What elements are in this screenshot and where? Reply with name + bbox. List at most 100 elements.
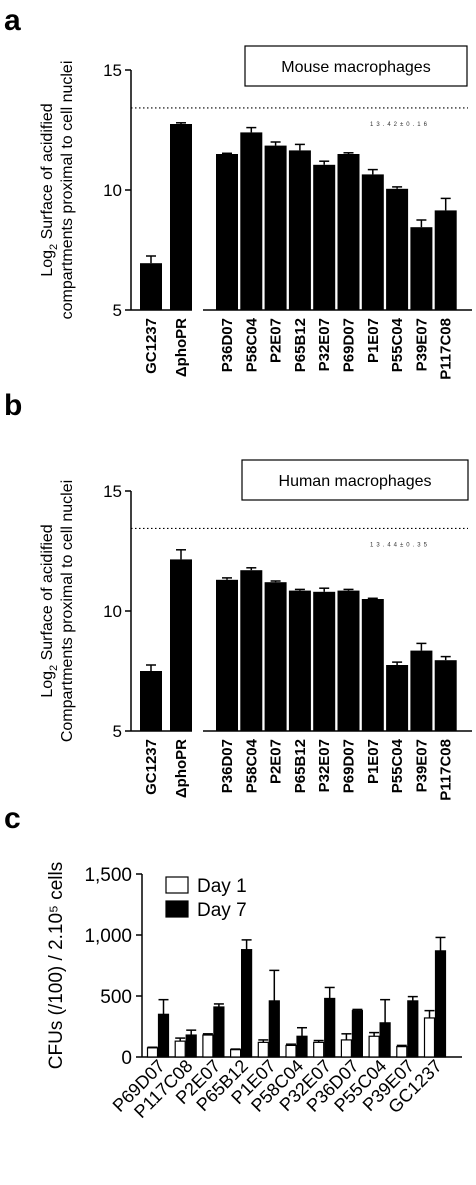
y-tick-label: 10	[103, 181, 122, 200]
bar	[202, 1034, 214, 1058]
x-tick-label: P1E07	[365, 318, 382, 363]
y-tick-label: 500	[100, 987, 132, 1008]
bar	[288, 150, 311, 310]
bar	[140, 263, 162, 310]
bar	[170, 559, 192, 731]
y-axis-label-line2: compartments proximal to cell nuclei	[59, 61, 76, 320]
bar	[407, 1000, 419, 1058]
x-tick-label: P36D07	[219, 739, 236, 793]
bar	[170, 124, 192, 310]
x-tick-label: P69D07	[341, 739, 358, 793]
x-tick-label: GC1237	[143, 739, 160, 795]
y-tick-label: 15	[103, 482, 122, 501]
x-tick-label: P117C08	[438, 318, 455, 380]
panel-letter: b	[4, 389, 22, 422]
x-tick-label: P55C04	[389, 738, 406, 793]
y-tick-label: 5	[113, 722, 122, 741]
reference-note: 13.44±0.35	[370, 542, 430, 548]
bar	[351, 1010, 363, 1058]
legend-swatch	[165, 876, 189, 894]
y-axis-label: CFUs (/100) / 2.10⁵ cells	[46, 862, 67, 1069]
bar	[434, 950, 447, 1058]
bar	[216, 154, 238, 310]
bar	[324, 997, 336, 1058]
x-tick-label: P65B12	[292, 318, 309, 372]
bar	[268, 1000, 280, 1058]
bar	[313, 591, 336, 731]
x-tick-label: P2E07	[268, 739, 285, 784]
bar	[340, 1039, 352, 1058]
x-tick-label: P55C04	[389, 317, 406, 372]
legend-swatch	[165, 900, 189, 918]
x-tick-label: P58C04	[243, 317, 260, 372]
y-axis-label-line1: Log	[39, 671, 56, 698]
y-axis-label-subscript: 2	[48, 244, 60, 250]
panel-c: c CFUs (/100) / 2.10⁵ cells 0 500 1,000 1,500…	[4, 802, 462, 1122]
panel-letter: a	[4, 4, 21, 37]
bar	[361, 174, 384, 310]
x-tick-label: P69D07	[341, 318, 358, 372]
bar	[396, 1046, 408, 1058]
label-box	[244, 45, 468, 87]
x-tick-label: P2E07	[268, 318, 285, 363]
panel-b: b Log2 Surface of acidified Compartments p…	[4, 389, 472, 801]
x-tick-label: GC1237	[143, 318, 160, 374]
y-axis-label-line1-rest: Surface of acidified	[39, 524, 56, 665]
x-tick-label: P36D07	[219, 318, 236, 372]
bar	[140, 671, 162, 731]
bar	[174, 1040, 186, 1058]
x-tick-label: P39E07	[413, 318, 430, 371]
bar	[288, 590, 311, 731]
y-tick-label: 15	[103, 61, 122, 80]
bar	[213, 1006, 225, 1058]
reference-note: 13.42±0.16	[370, 122, 430, 128]
bar	[361, 599, 384, 731]
x-tick-label: P117C08	[438, 739, 455, 801]
y-axis-label-line1: Log	[39, 250, 56, 277]
y-axis-label-subscript: 2	[48, 665, 60, 671]
bar	[264, 582, 287, 731]
x-tick-label: ΔphoPR	[173, 739, 190, 798]
x-tick-label: P32E07	[316, 739, 333, 792]
bar	[264, 145, 287, 310]
bar	[368, 1035, 380, 1058]
bar	[185, 1034, 197, 1058]
bar	[434, 210, 457, 310]
bar	[337, 154, 360, 310]
bar	[216, 579, 238, 731]
y-tick-label: 5	[113, 301, 122, 320]
bar	[313, 164, 336, 310]
y-axis-label: Log2 Surface of acidified Compartments pr…	[39, 480, 76, 742]
y-axis-label: Log2 Surface of acidified compartments pr…	[39, 61, 76, 320]
panel-a: a Log2 Surface of acidified compartments p…	[4, 4, 472, 380]
bar	[146, 1047, 159, 1058]
y-tick-label: 1,500	[84, 865, 132, 886]
label-box-text: Mouse macrophages	[281, 59, 430, 76]
bar	[337, 590, 360, 731]
bar	[240, 132, 263, 310]
bar	[285, 1044, 297, 1058]
x-tick-label: ΔphoPR	[173, 318, 190, 377]
label-box	[241, 459, 469, 501]
bar	[410, 227, 433, 310]
bar	[434, 660, 457, 731]
y-axis-label-line2: Compartments proximal to cell nuclei	[59, 480, 76, 742]
bar	[410, 650, 433, 731]
legend-label: Day 7	[197, 900, 247, 921]
bar	[386, 665, 409, 731]
bar	[257, 1041, 269, 1058]
bar	[386, 188, 409, 310]
y-tick-label: 0	[121, 1048, 132, 1069]
x-tick-label: P58C04	[243, 738, 260, 793]
panel-letter: c	[4, 802, 21, 835]
x-tick-label: P65B12	[292, 739, 309, 793]
bar	[240, 570, 263, 731]
label-box-text: Human macrophages	[279, 473, 432, 490]
bar	[230, 1049, 242, 1058]
y-tick-label: 1,000	[84, 926, 132, 947]
bar	[157, 1013, 170, 1058]
y-tick-label: 10	[103, 602, 122, 621]
bar	[241, 949, 253, 1058]
bar	[379, 1022, 391, 1058]
